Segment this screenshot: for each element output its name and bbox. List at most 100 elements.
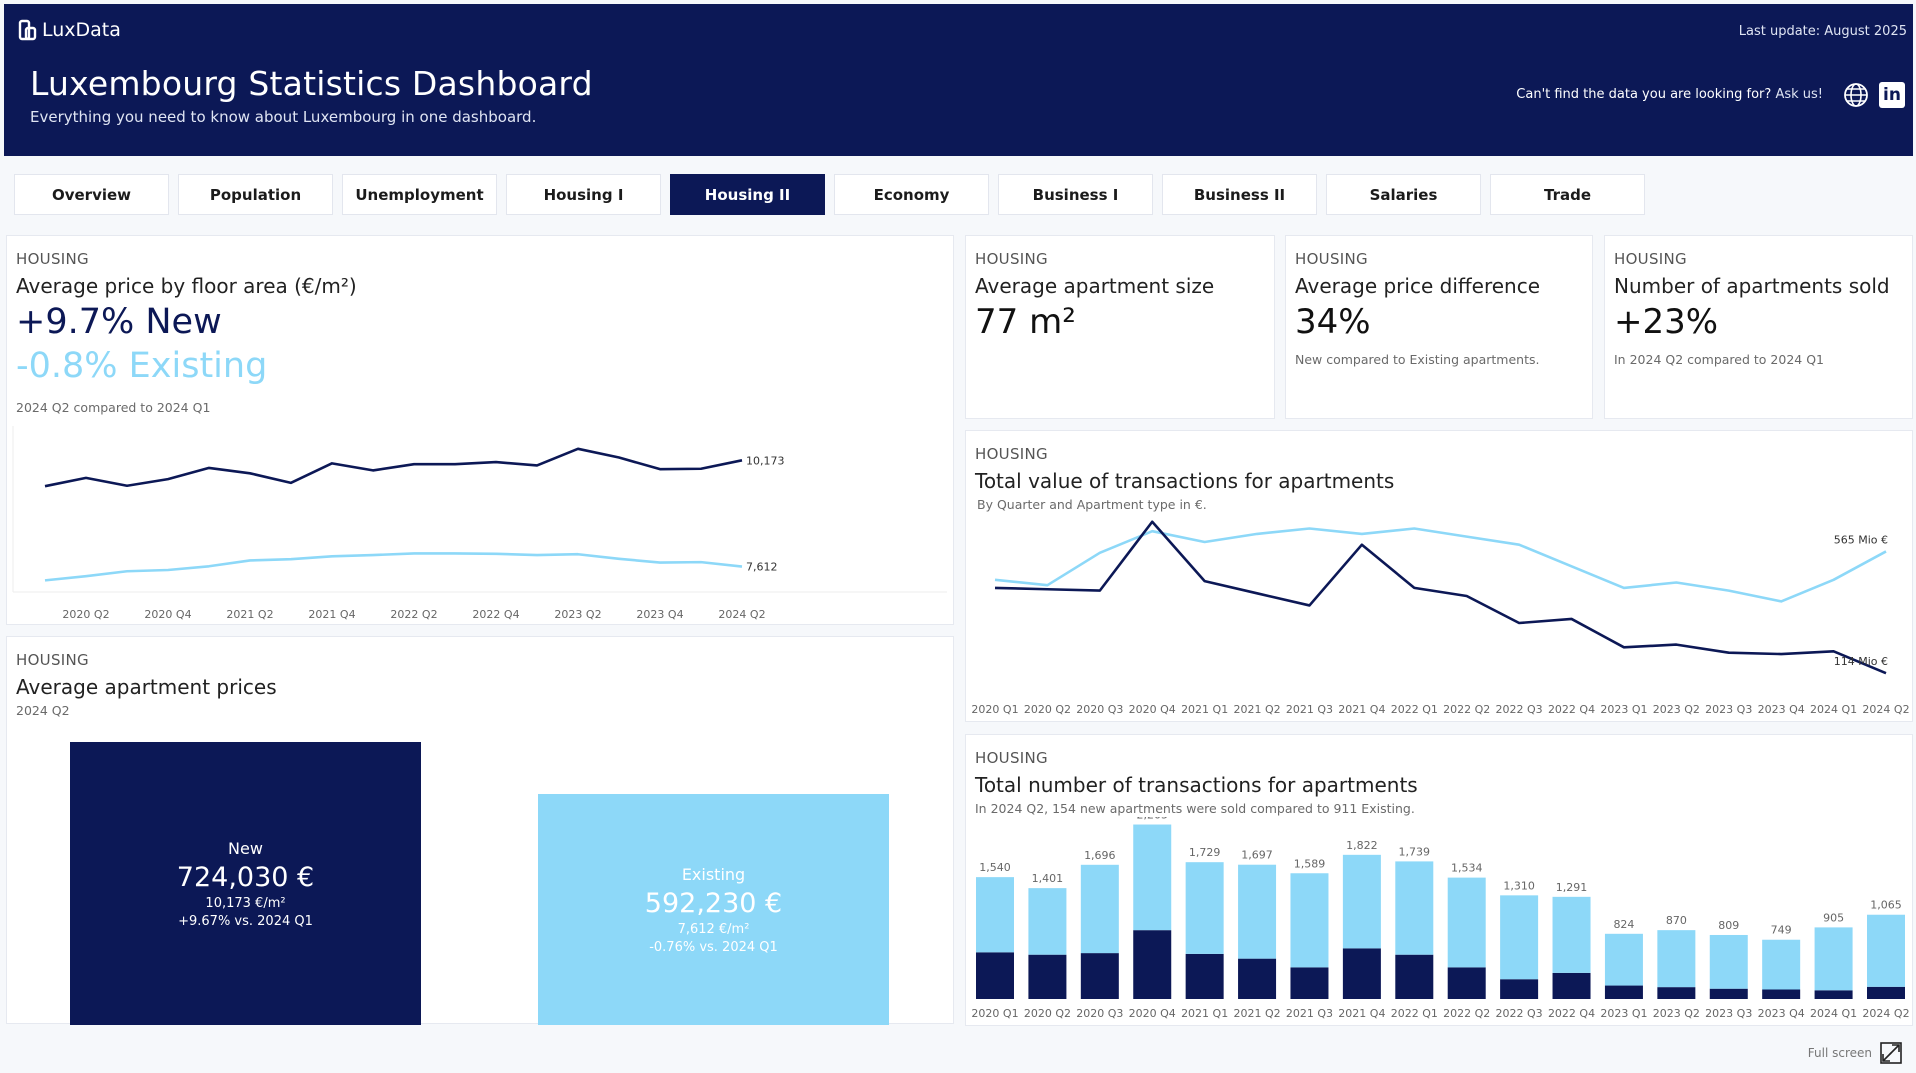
card-kicker: HOUSING — [975, 250, 1048, 268]
logo[interactable]: LuxData — [18, 19, 121, 41]
floor-price-chart: 10,173 7,612 2020 Q2 2020 Q4 2021 Q2 2021 Q4 2… — [12, 426, 947, 621]
x-tick-label: 2023 Q4 — [1758, 1007, 1805, 1020]
tab-housing-i[interactable]: Housing I — [506, 174, 661, 215]
new-amount: 724,030 € — [176, 861, 315, 893]
bar-existing — [1238, 864, 1277, 959]
x-tick-label: 2020 Q3 — [1076, 703, 1123, 716]
x-tick-label: 2022 Q2 — [1443, 703, 1490, 716]
tab-business-ii[interactable]: Business II — [1162, 174, 1317, 215]
bar-new — [1814, 990, 1853, 999]
series-line-new — [994, 520, 1887, 675]
existing-amount: 592,230 € — [644, 887, 783, 919]
bar-new — [1500, 979, 1539, 999]
bar-total-label: 1,696 — [1084, 849, 1116, 862]
bar-total-label: 870 — [1666, 914, 1687, 927]
bar-total-label: 749 — [1771, 924, 1792, 937]
bar-new — [1185, 953, 1224, 999]
tab-population[interactable]: Population — [178, 174, 333, 215]
x-tick-label: 2021 Q2 — [1233, 1007, 1280, 1020]
bar-new — [976, 952, 1014, 999]
ask-us-text: Can't find the data you are looking for?… — [1516, 87, 1823, 102]
bar-new — [1395, 954, 1434, 999]
x-tick-label: 2024 Q2 — [1862, 1007, 1909, 1020]
card-kicker: HOUSING — [16, 250, 89, 268]
bar-existing — [1657, 930, 1696, 988]
x-tick-label: 2022 Q2 — [390, 608, 437, 621]
x-tick-label: 2020 Q4 — [144, 608, 191, 621]
bar-new — [1447, 967, 1486, 999]
bar-total-label: 1,401 — [1032, 872, 1064, 885]
x-tick-label: 2023 Q3 — [1705, 1007, 1752, 1020]
x-tick-label: 2022 Q3 — [1496, 1007, 1543, 1020]
header-banner: LuxData Luxembourg Statistics Dashboard … — [4, 4, 1913, 156]
x-tick-label: 2023 Q4 — [1758, 703, 1805, 716]
tab-trade[interactable]: Trade — [1490, 174, 1645, 215]
existing-price-box: Existing 592,230 € 7,612 €/m² -0.76% vs.… — [538, 794, 889, 1025]
card-note: 2024 Q2 compared to 2024 Q1 — [16, 400, 211, 415]
bar-existing — [1762, 939, 1801, 990]
existing-change-value: -0.8% Existing — [16, 346, 268, 386]
card-kicker: HOUSING — [975, 445, 1048, 463]
bar-existing — [1185, 862, 1224, 954]
x-tick-label: 2021 Q1 — [1181, 1007, 1228, 1020]
tx-value-chart: 565 Mio € 114 Mio € 2020 Q1 2020 Q2 2020 Q3 2… — [971, 520, 1910, 716]
x-tick-label: 2023 Q2 — [1653, 1007, 1700, 1020]
bar-new — [1867, 986, 1905, 999]
bar-new — [1080, 953, 1119, 999]
card-kicker: HOUSING — [975, 749, 1048, 767]
page-subtitle: Everything you need to know about Luxemb… — [30, 108, 537, 126]
linkedin-icon[interactable]: in — [1879, 82, 1905, 108]
bar-total-label: 1,534 — [1451, 862, 1483, 875]
x-tick-label: 2023 Q1 — [1600, 703, 1647, 716]
ask-us-link[interactable]: Ask us! — [1775, 87, 1823, 102]
x-tick-label: 2024 Q1 — [1810, 703, 1857, 716]
tab-unemployment[interactable]: Unemployment — [342, 174, 497, 215]
tab-housing-ii[interactable]: Housing II — [670, 174, 825, 215]
price-diff-value: 34% — [1295, 302, 1371, 342]
globe-icon[interactable] — [1843, 82, 1869, 108]
bar-existing — [1133, 824, 1172, 931]
tx-count-chart: 1,540 2020 Q1 1,401 2020 Q2 1,696 2020 Q3 2,20… — [971, 817, 1909, 1020]
card-note: By Quarter and Apartment type in €. — [977, 497, 1207, 512]
existing-label: Existing — [681, 864, 746, 884]
card-kicker: HOUSING — [16, 651, 89, 669]
x-tick-label: 2020 Q2 — [62, 608, 109, 621]
x-tick-label: 2023 Q2 — [1653, 703, 1700, 716]
x-tick-label: 2021 Q3 — [1286, 1007, 1333, 1020]
x-tick-label: 2020 Q1 — [971, 703, 1018, 716]
fullscreen-icon[interactable] — [1880, 1042, 1902, 1064]
tab-bar: Overview Population Unemployment Housing… — [14, 174, 1645, 215]
x-tick-label: 2022 Q4 — [472, 608, 519, 621]
new-per-m2: 10,173 €/m² — [205, 895, 286, 911]
avg-prices-card: HOUSING Average apartment prices 2024 Q2… — [6, 636, 954, 1025]
bar-total-label: 809 — [1718, 919, 1739, 932]
tab-overview[interactable]: Overview — [14, 174, 169, 215]
card-note: New compared to Existing apartments. — [1295, 352, 1540, 367]
x-tick-label: 2020 Q3 — [1076, 1007, 1123, 1020]
bar-existing — [1447, 877, 1486, 968]
bar-existing — [1552, 896, 1591, 973]
bar-new — [1238, 958, 1277, 999]
tab-economy[interactable]: Economy — [834, 174, 989, 215]
apts-sold-value: +23% — [1614, 302, 1719, 342]
new-change: +9.67% vs. 2024 Q1 — [178, 913, 313, 929]
bar-existing — [1342, 854, 1381, 949]
new-price-box: New 724,030 € 10,173 €/m² +9.67% vs. 202… — [70, 742, 421, 1025]
card-title: Total value of transactions for apartmen… — [975, 469, 1395, 493]
x-tick-label: 2022 Q4 — [1548, 1007, 1595, 1020]
bar-total-label: 1,589 — [1294, 857, 1326, 870]
card-title: Number of apartments sold — [1614, 274, 1890, 298]
x-tick-label: 2021 Q1 — [1181, 703, 1228, 716]
bar-new — [1709, 988, 1748, 999]
last-update: Last update: August 2025 — [1738, 24, 1907, 39]
fullscreen-label[interactable]: Full screen — [1807, 1046, 1872, 1060]
bar-existing — [1867, 914, 1905, 987]
logo-text: LuxData — [42, 19, 121, 41]
bar-new — [1657, 987, 1696, 999]
bar-existing — [1500, 895, 1539, 980]
card-note: In 2024 Q2, 154 new apartments were sold… — [975, 801, 1415, 816]
tab-salaries[interactable]: Salaries — [1326, 174, 1481, 215]
bar-total-label: 905 — [1823, 911, 1844, 924]
bar-existing — [1290, 873, 1329, 968]
tab-business-i[interactable]: Business I — [998, 174, 1153, 215]
